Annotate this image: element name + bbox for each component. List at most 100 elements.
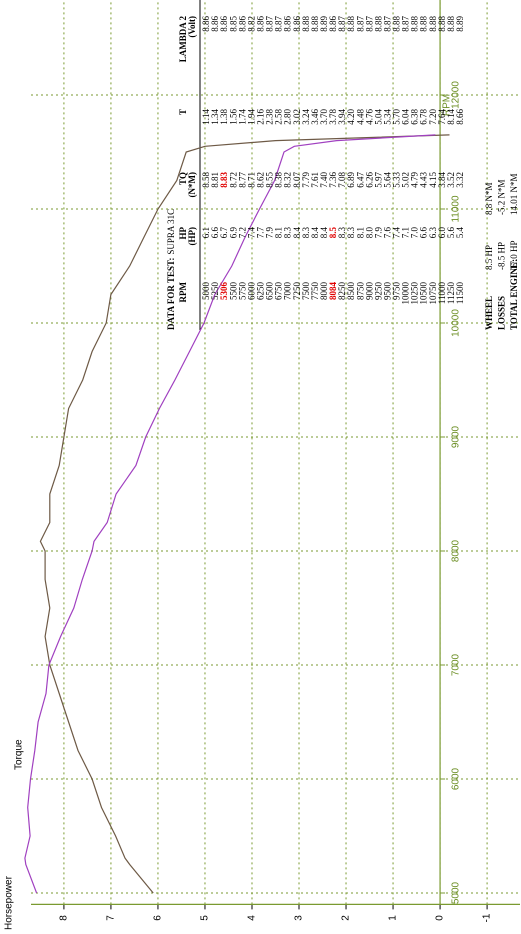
table-cell: 7500 xyxy=(301,282,311,301)
table-cell: 8.38 xyxy=(274,172,284,188)
table-cell: 6.3 xyxy=(428,227,438,239)
table-cell: 6.26 xyxy=(364,172,374,188)
y-tick-label: 2 xyxy=(341,915,352,921)
table-cell: 1.74 xyxy=(237,109,247,125)
table-cell: 8.88 xyxy=(392,16,402,32)
table-cell: 7750 xyxy=(310,282,320,301)
table-cell: 1.38 xyxy=(219,109,229,125)
table-cell: 2.80 xyxy=(283,109,293,125)
table-cell: 5750 xyxy=(237,282,247,301)
y-tick-label: -1 xyxy=(482,913,493,922)
test-title-label: DATA FOR TEST: xyxy=(166,258,176,330)
table-cell: 6.0 xyxy=(437,227,447,239)
table-cell: 11250 xyxy=(446,282,456,305)
column-header: T xyxy=(178,109,188,115)
table-cell: 10500 xyxy=(419,282,429,305)
y-tick-label: 8 xyxy=(59,915,70,921)
table-cell: 8.87 xyxy=(337,16,347,32)
table-cell: 8.89 xyxy=(455,16,465,32)
table-cell: 8.86 xyxy=(328,16,338,32)
table-cell: 6750 xyxy=(274,282,284,301)
table-cell: 7.6 xyxy=(382,227,392,239)
table-cell: 8.4 xyxy=(319,227,329,239)
table-cell: 9500 xyxy=(382,282,392,301)
table-cell: 8.14 xyxy=(446,109,456,125)
table-cell: 8.55 xyxy=(265,172,275,188)
table-cell: 7.4 xyxy=(246,227,256,239)
table-cell: 7250 xyxy=(292,282,302,301)
summary-cell: 8.8 N*M xyxy=(484,182,494,215)
table-cell: 3.52 xyxy=(446,172,456,188)
table-cell: 3.46 xyxy=(310,109,320,125)
table-cell: 8.86 xyxy=(219,16,229,32)
table-cell: 7.61 xyxy=(310,172,320,188)
table-cell: 3.32 xyxy=(455,172,465,188)
table-cell: 8.66 xyxy=(455,109,465,125)
x-tick-label: 5000 xyxy=(451,881,462,904)
table-cell: 7.7 xyxy=(255,227,265,239)
table-cell: 10750 xyxy=(428,282,438,305)
series-line xyxy=(39,134,450,894)
table-cell: 8.71 xyxy=(246,172,256,188)
table-cell: 6.47 xyxy=(355,172,365,188)
table-cell: 6.89 xyxy=(346,172,356,188)
table-cell: 3.02 xyxy=(292,109,302,125)
table-cell: 3.24 xyxy=(301,109,311,125)
table-cell: 7000 xyxy=(283,282,293,301)
table-cell: 2.16 xyxy=(255,109,265,125)
table-cell: 8.87 xyxy=(401,16,411,32)
y-tick-label: 1 xyxy=(388,915,399,921)
table-cell: 8.86 xyxy=(283,16,293,32)
table-cell: 1.14 xyxy=(201,109,211,125)
table-cell: 4.79 xyxy=(410,172,420,188)
x-axis-title: RPM xyxy=(442,94,453,116)
table-cell: 8.89 xyxy=(319,16,329,32)
table-cell: 5.33 xyxy=(392,172,402,188)
table-cell: 5.02 xyxy=(401,172,411,188)
table-cell: 8.07 xyxy=(292,172,302,188)
table-cell: 6.7 xyxy=(219,227,229,239)
table-cell: 8.32 xyxy=(283,172,293,188)
table-cell: 5500 xyxy=(228,282,238,301)
table-cell: 8500 xyxy=(346,282,356,301)
table-cell: 6500 xyxy=(265,282,275,301)
table-cell: 8.88 xyxy=(419,16,429,32)
table-cell: 7.64 xyxy=(437,109,447,125)
y-tick-label: 4 xyxy=(247,915,258,921)
table-cell: 7.9 xyxy=(265,227,275,239)
x-tick-label: 9000 xyxy=(451,425,462,448)
table-cell: 7.2 xyxy=(237,227,247,238)
table-cell: 6.04 xyxy=(401,109,411,125)
table-cell: 6000 xyxy=(246,282,256,301)
series-line xyxy=(24,134,436,894)
table-cell: 4.20 xyxy=(346,109,356,125)
table-cell: 4.15 xyxy=(428,172,438,188)
table-cell: 8.86 xyxy=(292,16,302,32)
column-header: (Volt) xyxy=(187,16,197,38)
table-cell: 8.87 xyxy=(274,16,284,32)
table-cell: 8250 xyxy=(337,282,347,301)
table-cell: 11500 xyxy=(455,282,465,305)
table-cell: 2.38 xyxy=(265,109,275,125)
table-cell: 9250 xyxy=(373,282,383,301)
table-cell: 7.40 xyxy=(319,172,329,188)
table-cell: 4.43 xyxy=(419,172,429,188)
summary-cell: WHEEL xyxy=(484,296,494,330)
column-header: (N*M) xyxy=(187,172,197,198)
summary-cell: -5.2 N*M xyxy=(497,180,507,216)
table-cell: 8.88 xyxy=(310,16,320,32)
table-cell: 8.88 xyxy=(437,16,447,32)
table-cell: 6.38 xyxy=(410,109,420,125)
table-cell: 7.1 xyxy=(401,227,411,238)
x-tick-label: 10000 xyxy=(451,309,462,337)
table-cell: 10250 xyxy=(410,282,420,305)
table-cell: 7.0 xyxy=(410,227,420,239)
table-cell: 8.86 xyxy=(210,16,220,32)
x-tick-label: 8000 xyxy=(451,539,462,562)
summary-cell: LOSSES xyxy=(497,296,507,330)
table-cell: 8.4 xyxy=(292,227,302,239)
table-cell: 5.4 xyxy=(455,227,465,239)
tq-axis-title: Torque xyxy=(14,739,25,770)
